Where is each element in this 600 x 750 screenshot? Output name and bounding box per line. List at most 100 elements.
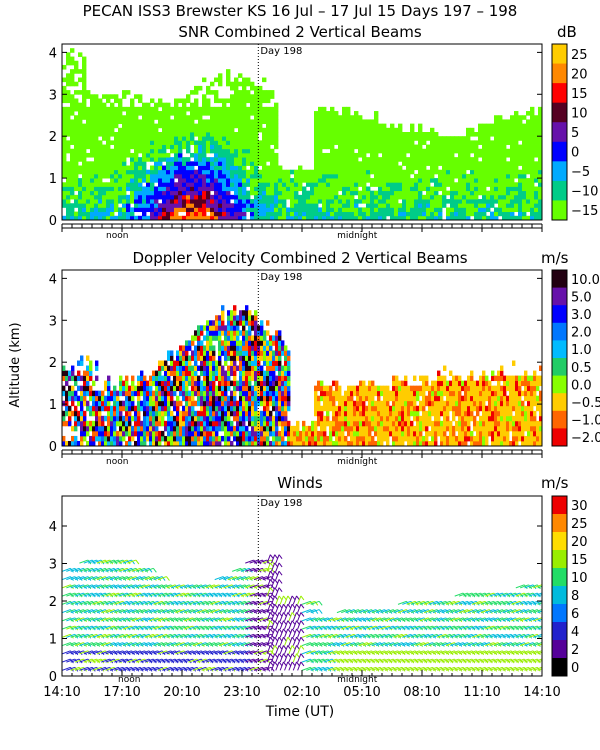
heat-cell (442, 161, 447, 166)
heat-cell (218, 425, 222, 432)
heat-cell (245, 355, 249, 361)
heat-cell (194, 203, 199, 208)
heat-cell (332, 425, 336, 432)
heat-cell (353, 390, 357, 397)
heat-cell (70, 161, 75, 166)
heat-cell (186, 173, 191, 179)
heat-cell (318, 140, 323, 145)
heat-cell (248, 375, 252, 382)
heat-cell (170, 355, 174, 361)
heat-cell (299, 440, 303, 446)
heat-cell (442, 203, 447, 208)
heat-cell (390, 127, 395, 133)
y-tick-label: 3 (49, 88, 57, 103)
heat-cell (70, 186, 75, 192)
heat-cell (206, 102, 211, 108)
heat-cell (194, 420, 198, 427)
heat-cell (394, 190, 399, 196)
heat-cell (338, 178, 343, 183)
heat-cell (102, 161, 107, 166)
heat-cell (113, 420, 117, 427)
heat-cell (212, 415, 216, 422)
heat-cell (62, 186, 67, 192)
heat-cell (214, 178, 219, 183)
heat-cell (188, 360, 192, 366)
heat-cell (446, 410, 450, 417)
heat-cell (206, 190, 211, 196)
heat-cell (281, 440, 285, 446)
heat-cell (502, 211, 507, 217)
heat-cell (107, 395, 111, 402)
heat-cell (134, 173, 139, 179)
heat-cell (230, 123, 235, 129)
heat-cell (290, 435, 294, 442)
heat-cell (358, 144, 363, 150)
heat-cell (80, 420, 84, 427)
heat-cell (62, 127, 67, 133)
heat-cell (182, 102, 187, 108)
heat-cell (464, 410, 468, 417)
heat-cell (197, 420, 201, 427)
heat-cell (414, 165, 419, 171)
heat-cell (318, 106, 323, 112)
heat-cell (152, 430, 156, 437)
heat-cell (380, 425, 384, 432)
heat-cell (194, 169, 199, 175)
heat-cell (210, 106, 215, 112)
heat-cell (394, 136, 399, 141)
heat-cell (374, 182, 379, 187)
heat-cell (239, 395, 243, 402)
heat-cell (110, 173, 115, 179)
heat-cell (146, 182, 151, 187)
heat-cell (170, 148, 175, 154)
heat-cell (406, 140, 411, 145)
heat-cell (274, 207, 279, 213)
heat-cell (245, 345, 249, 351)
heat-cell (530, 215, 535, 220)
heat-cell (128, 425, 132, 432)
heat-cell (182, 182, 187, 187)
heat-cell (430, 161, 435, 166)
heat-cell (530, 144, 535, 150)
heat-cell (359, 440, 363, 446)
heat-cell (418, 169, 423, 175)
heat-cell (278, 203, 283, 208)
heat-cell (66, 215, 71, 220)
heat-cell (346, 111, 351, 116)
heat-cell (210, 119, 215, 125)
heat-cell (230, 335, 234, 341)
heat-cell (278, 365, 282, 371)
heat-cell (426, 148, 431, 154)
heat-cell (179, 420, 183, 427)
heat-cell (263, 380, 267, 387)
heat-cell (101, 390, 105, 397)
heat-cell (258, 190, 263, 196)
heat-cell (266, 425, 270, 432)
heat-cell (222, 194, 227, 200)
heat-cell (142, 169, 147, 175)
heat-cell (258, 207, 263, 213)
heat-cell (526, 132, 531, 137)
heat-cell (270, 90, 275, 95)
heat-cell (260, 415, 264, 422)
heat-cell (227, 320, 231, 326)
heat-cell (371, 440, 375, 446)
heat-cell (98, 400, 102, 407)
heat-cell (478, 199, 483, 204)
heat-cell (342, 203, 347, 208)
heat-cell (150, 157, 155, 162)
heat-cell (383, 395, 387, 402)
heat-cell (274, 111, 279, 116)
heat-cell (218, 370, 222, 376)
heat-cell (526, 152, 531, 158)
heat-cell (538, 152, 542, 158)
heat-cell (74, 81, 79, 87)
heat-cell (174, 169, 179, 175)
heat-cell (134, 215, 139, 220)
heat-cell (334, 152, 339, 158)
heat-cell (362, 395, 366, 402)
heat-cell (78, 136, 83, 141)
heat-cell (318, 207, 323, 213)
heat-cell (350, 430, 354, 437)
heat-cell (102, 157, 107, 162)
